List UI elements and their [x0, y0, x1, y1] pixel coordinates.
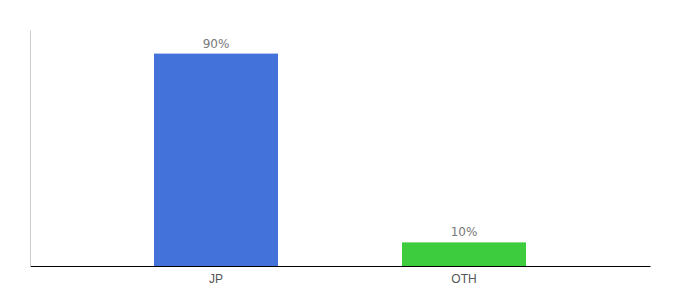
data-label: 90% [203, 37, 230, 51]
x-axis: JP OTH [31, 267, 651, 286]
bars [154, 54, 526, 266]
chart-svg: 90% 10% JP OTH [0, 0, 680, 300]
x-tick-label: OTH [451, 272, 476, 286]
x-tick: JP [209, 272, 223, 286]
bar [154, 54, 278, 266]
y-axis [30, 31, 31, 267]
data-labels: 90% 10% [203, 37, 478, 240]
bar [402, 242, 526, 266]
chart-container: 90% 10% JP OTH [0, 0, 680, 300]
x-tick: OTH [451, 272, 476, 286]
y-axis-line [30, 31, 31, 267]
x-axis-line [31, 266, 651, 267]
x-tick-label: JP [209, 272, 223, 286]
data-label: 10% [451, 225, 478, 239]
plot: 90% 10% JP OTH [31, 31, 651, 286]
